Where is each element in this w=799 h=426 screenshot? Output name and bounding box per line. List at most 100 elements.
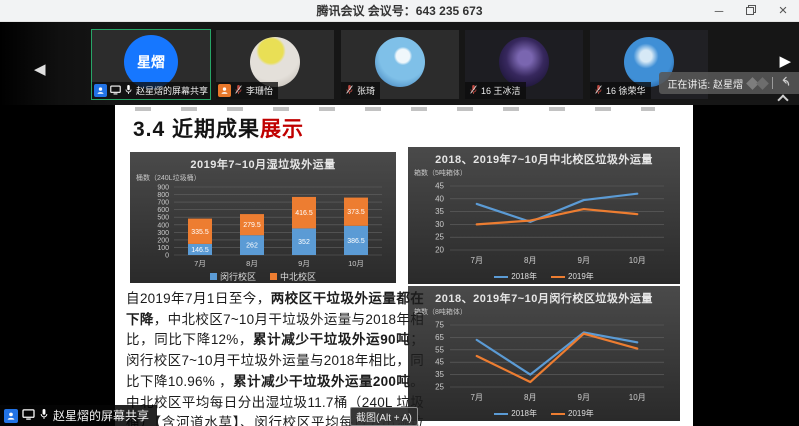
svg-text:8月: 8月: [524, 393, 536, 402]
mic-muted-icon: [594, 84, 603, 97]
svg-text:200: 200: [157, 237, 169, 244]
legend-item: 2019年: [551, 408, 594, 419]
legend-label: 2019年: [568, 272, 594, 281]
legend-item: 闵行校区: [209, 270, 256, 283]
svg-text:7月: 7月: [194, 259, 206, 268]
chart-legend: 闵行校区 中北校区: [130, 270, 396, 283]
svg-text:8月: 8月: [524, 256, 536, 265]
scroll-left-icon[interactable]: ◀: [34, 61, 46, 78]
video-thumbnail[interactable]: 李珊怡: [216, 30, 334, 99]
legend-swatch: [209, 273, 217, 280]
legend-label: 2019年: [568, 409, 594, 418]
svg-text:45: 45: [435, 358, 444, 367]
video-thumbnail[interactable]: 张琦: [341, 30, 459, 99]
screenshare-icon: [110, 85, 121, 97]
svg-text:800: 800: [157, 192, 169, 199]
mic-muted-icon: [345, 84, 354, 97]
svg-text:600: 600: [157, 207, 169, 214]
svg-text:7月: 7月: [471, 393, 483, 402]
paragraph-segment: ，中北校区7~10月干垃圾外运量与2018年相比，同比下降12%，: [126, 311, 424, 348]
participant-name: 16 徐荣华: [606, 86, 646, 96]
svg-text:10月: 10月: [629, 393, 646, 402]
svg-text:25: 25: [435, 233, 444, 242]
chart-y-axis-label: 箱数（5吨箱体）: [414, 170, 467, 177]
mic-muted-icon: [469, 84, 478, 97]
mic-muted-icon: [234, 84, 243, 97]
chart-legend: 2018年 2019年: [408, 408, 680, 419]
svg-text:10月: 10月: [629, 256, 646, 265]
divider: [772, 77, 773, 89]
chart-legend: 2018年 2019年: [408, 271, 680, 282]
collapse-strip-icon[interactable]: [777, 94, 789, 106]
svg-text:900: 900: [157, 185, 169, 192]
avatar: [250, 36, 300, 87]
legend-item: 2018年: [494, 408, 537, 419]
scroll-right-icon[interactable]: ▶: [779, 53, 791, 70]
svg-text:279.5: 279.5: [243, 222, 261, 229]
chart-y-axis-label: 桶数（240L垃圾桶）: [136, 175, 201, 182]
svg-text:10月: 10月: [348, 259, 364, 268]
chart-y-axis-label: 箱数（8吨箱体）: [414, 309, 467, 316]
video-thumbnail[interactable]: 16 王冰洁: [465, 30, 583, 99]
chart-title: 2018、2019年7~10月中北校区垃圾外运量: [435, 154, 653, 166]
line-chart-plot: 25 35 45 55 65 75 7月 8月 9月 10月: [435, 321, 664, 402]
slide-title-black: 3.4 近期成果: [133, 118, 261, 141]
participant-label: 李珊怡: [216, 82, 279, 99]
svg-text:7月: 7月: [471, 256, 483, 265]
participant-label: 16 王冰洁: [465, 82, 526, 99]
svg-text:416.5: 416.5: [295, 210, 313, 217]
legend-swatch: [494, 275, 509, 278]
svg-text:30: 30: [435, 220, 444, 229]
screen-share-indicator: 赵星熠的屏幕共享: [0, 405, 158, 426]
window-controls: ─ ×: [711, 0, 791, 22]
svg-text:75: 75: [435, 321, 444, 330]
chart-title: 2018、2019年7~10月闵行校区垃圾外运量: [435, 293, 653, 305]
chart-zhongbei-line: 2018、2019年7~10月中北校区垃圾外运量 箱数（5吨箱体） 20 25 30…: [408, 147, 680, 284]
host-icon: [94, 84, 107, 97]
svg-text:40: 40: [435, 194, 444, 203]
svg-text:20: 20: [435, 246, 444, 255]
shared-screen-area: 3.4 近期成果展示 2019年7~10月湿垃圾外运量 桶数（240L垃圾桶） …: [0, 105, 799, 426]
legend-item: 2018年: [494, 271, 537, 282]
screenshare-icon: [22, 407, 35, 425]
mic-on-icon: [124, 84, 133, 97]
legend-label: 2018年: [511, 272, 537, 281]
svg-text:0: 0: [165, 253, 169, 260]
slide-paragraph: 自2019年7月1日至今，两校区干垃圾外运量都在下降，中北校区7~10月干垃圾外…: [126, 289, 424, 426]
slide-title: 3.4 近期成果展示: [133, 113, 304, 143]
presentation-slide: 3.4 近期成果展示 2019年7~10月湿垃圾外运量 桶数（240L垃圾桶） …: [115, 105, 693, 426]
restore-icon[interactable]: [743, 0, 759, 22]
avatar: [499, 36, 549, 87]
close-icon[interactable]: ×: [778, 2, 788, 19]
video-thumbnail-presenter[interactable]: 星熠 赵星熠的屏幕共享: [91, 29, 211, 100]
window-title: 腾讯会议 会议号：643 235 673: [316, 4, 483, 18]
paragraph-segment: 自2019年7月1日至今，: [126, 291, 271, 306]
svg-text:373.5: 373.5: [347, 209, 365, 216]
svg-text:352: 352: [298, 239, 310, 246]
legend-swatch: [551, 412, 565, 415]
legend-swatch: [494, 412, 509, 415]
svg-text:8月: 8月: [246, 259, 258, 268]
chart-wet-waste-bar: 2019年7~10月湿垃圾外运量 桶数（240L垃圾桶） 0 100 200 300 4…: [130, 152, 396, 283]
share-owner-label: 赵星熠的屏幕共享: [53, 409, 150, 423]
now-speaking-label: 正在讲话: 赵星熠: [667, 79, 743, 91]
cohost-icon: [218, 84, 231, 97]
avatar: 星熠: [124, 34, 178, 89]
participant-name: 张琦: [357, 86, 376, 96]
svg-text:25: 25: [435, 383, 444, 392]
paragraph-segment: 两校区干垃圾外运量都在下降: [126, 291, 424, 327]
now-speaking-banner: 正在讲话: 赵星熠: [659, 72, 799, 94]
participant-label: 16 徐荣华: [590, 82, 651, 99]
reply-arrow-icon[interactable]: [778, 74, 791, 92]
svg-text:400: 400: [157, 222, 169, 229]
host-icon: [4, 408, 18, 423]
svg-text:500: 500: [157, 215, 169, 222]
minimize-icon[interactable]: ─: [714, 4, 724, 18]
avatar: [375, 36, 425, 87]
legend-label: 2018年: [511, 409, 537, 418]
screenshot-shortcut-tooltip: 截图(Alt + A): [350, 407, 418, 426]
svg-text:35: 35: [435, 207, 444, 216]
svg-text:9月: 9月: [578, 393, 590, 402]
slide-title-red: 展示: [260, 118, 305, 141]
